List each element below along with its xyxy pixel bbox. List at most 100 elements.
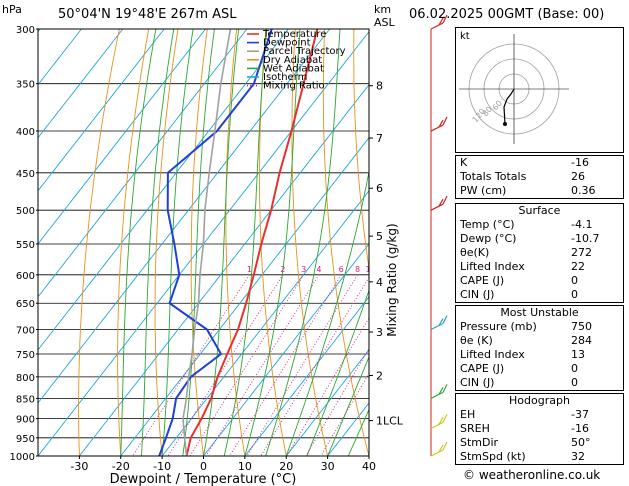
copyright-footer: © weatheronline.co.uk [463, 468, 601, 482]
temperature-tick-label: -30 [70, 460, 88, 473]
totals-totals-value: 26 [571, 170, 585, 183]
dry-adiabat-line [225, 29, 246, 456]
hodograph-trace [503, 88, 515, 125]
surface-row-value: -10.7 [571, 232, 600, 245]
hodograph-row-label: EH [460, 408, 476, 421]
pressure-tick-label: 350 [16, 80, 35, 91]
most-unstable-row-value: 284 [571, 334, 592, 347]
pw-value: 0.36 [571, 184, 596, 197]
mixing-ratio-line [205, 274, 320, 456]
dry-adiabat-line [259, 29, 287, 456]
hodograph-table-title: Hodograph [509, 394, 570, 407]
isotherm-line [120, 136, 369, 456]
indices-table: K -16 Totals Totals 26 PW (cm) 0.36 [455, 155, 624, 199]
legend-label: Dewpoint [263, 38, 311, 49]
temperature-tick-label: 30 [321, 460, 335, 473]
datetime-label: 06.02.2025 00GMT (Base: 00) [409, 7, 604, 22]
hodograph-row-value: -16 [571, 422, 589, 435]
hodograph-row: StmSpd (kt) 32 [456, 450, 623, 464]
dry-adiabat-line [154, 29, 179, 456]
mixing-ratio-line [189, 274, 305, 456]
wet-adiabat-line [265, 29, 341, 456]
most-unstable-row-value: 750 [571, 320, 592, 333]
surface-row-value: 22 [571, 260, 585, 273]
isotherm-line [38, 29, 289, 351]
surface-row: Temp (°C) -4.1 [456, 218, 623, 232]
pressure-tick-label: 850 [16, 394, 35, 405]
legend-label: Mixing Ratio [263, 81, 325, 92]
dry-adiabat-line [190, 29, 208, 456]
isotherm-line [161, 190, 369, 456]
pressure-tick-label: 650 [16, 299, 35, 310]
wet-adiabat-line [203, 29, 240, 456]
dry-adiabat-line [117, 29, 150, 456]
pressure-tick-label: 750 [16, 350, 35, 361]
hodograph-panel: kt 60 80 120 [455, 27, 624, 153]
pressure-tick-label: 400 [16, 127, 35, 138]
mixing-ratio-label: 3 [301, 265, 306, 274]
hodograph-unit-label: kt [460, 31, 470, 42]
surface-row-value: 272 [571, 246, 592, 259]
pressure-tick-label: 600 [16, 271, 35, 282]
km-label: km [374, 3, 391, 16]
wind-barb [430, 441, 448, 457]
hodograph-table: Hodograph EH -37 SREH -16 StmDir 50° StmSpd (k… [455, 393, 624, 465]
surface-row-label: Dewp (°C) [460, 232, 517, 245]
most-unstable-row: Pressure (mb) 750 [456, 320, 623, 334]
wet-adiabat-line [244, 29, 301, 456]
dry-adiabat-line [322, 29, 369, 456]
altitude-tick-label: 7 [376, 132, 383, 145]
temperature-profile [185, 29, 319, 456]
wet-adiabat-line [120, 29, 157, 456]
legend-label: Parcel Trajectory [263, 46, 346, 57]
surface-title: Surface [518, 204, 561, 217]
legend-label: Dry Adiabat [263, 55, 322, 66]
location-label: 50°04'N 19°48'E 267m ASL [58, 7, 237, 22]
hodograph-row-label: SREH [460, 422, 490, 435]
hodograph-row-value: 32 [571, 450, 585, 463]
pressure-tick-label: 550 [16, 240, 35, 251]
most-unstable-row-label: θe (K) [460, 334, 493, 347]
hpa-label: hPa [2, 3, 22, 16]
pressure-tick-label: 500 [16, 206, 35, 217]
x-axis-title: Dewpoint / Temperature (°C) [110, 472, 297, 486]
hodograph-row-label: StmDir [460, 436, 499, 449]
wet-adiabat-line [306, 289, 369, 456]
pressure-tick-label: 800 [16, 373, 35, 384]
mixing-ratio-line [132, 274, 250, 456]
hodograph-row-label: StmSpd (kt) [460, 450, 526, 463]
pressure-tick-label: 1000 [10, 452, 35, 463]
surface-row: CIN (J) 0 [456, 288, 623, 302]
altitude-tick-label: 2 [376, 370, 383, 383]
most-unstable-row: Lifted Index 13 [456, 348, 623, 362]
legend-label: Wet Adiabat [263, 63, 324, 74]
hodograph-row: EH -37 [456, 408, 623, 422]
dry-adiabat-line [78, 29, 120, 456]
mixing-ratio-label: 10 [365, 265, 375, 274]
pressure-tick-label: 700 [16, 326, 35, 337]
surface-row-label: Temp (°C) [460, 218, 515, 231]
altitude-tick-label: 5 [376, 230, 383, 243]
wet-adiabat-line [347, 408, 369, 456]
isotherm-line [38, 30, 369, 456]
surface-row-label: Lifted Index [460, 260, 525, 273]
surface-row-value: 0 [571, 288, 578, 301]
altitude-tick-label: 1LCL [376, 415, 404, 428]
most-unstable-row-label: Lifted Index [460, 348, 525, 361]
mixing-ratio-label: 4 [316, 265, 321, 274]
temperature-tick-label: -20 [112, 460, 130, 473]
wind-barb [430, 195, 448, 211]
dry-adiabat-line [353, 29, 369, 272]
pw-label: PW (cm) [460, 184, 507, 197]
legend-label: Isotherm [263, 72, 307, 83]
temperature-tick-label: -10 [153, 460, 171, 473]
mixing-ratio-line [286, 317, 369, 456]
pressure-tick-label: 300 [16, 25, 35, 36]
temperature-tick-label: 10 [238, 460, 252, 473]
isotherm-line [327, 402, 369, 456]
hodograph-storm-point [503, 122, 507, 126]
wet-adiabat-line [140, 29, 175, 456]
surface-row-value: 0 [571, 274, 578, 287]
legend-label: Temperature [262, 29, 326, 40]
isotherm-line [38, 29, 206, 245]
